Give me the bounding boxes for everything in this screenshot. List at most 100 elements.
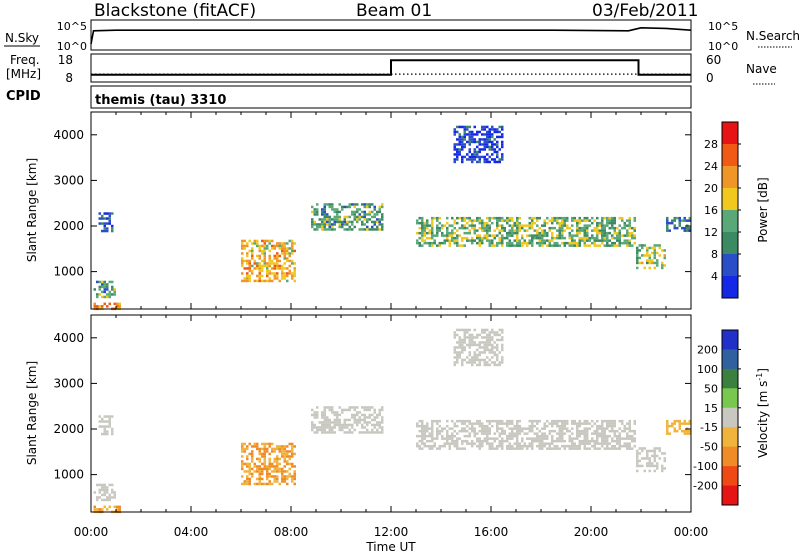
data-cell — [348, 203, 351, 206]
data-cell — [493, 158, 496, 161]
data-cell — [618, 437, 621, 440]
data-cell — [323, 418, 326, 422]
data-cell — [248, 477, 251, 481]
data-cell — [278, 450, 281, 453]
data-cell — [491, 424, 494, 428]
data-cell — [288, 264, 291, 268]
data-cell — [446, 231, 449, 235]
data-cell — [276, 274, 279, 278]
data-cell — [463, 125, 466, 129]
data-cell — [268, 264, 271, 268]
data-cell — [596, 419, 599, 423]
data-cell — [613, 424, 616, 428]
data-cell — [518, 429, 521, 433]
data-cell — [516, 219, 519, 222]
data-cell — [341, 225, 344, 229]
data-cell — [488, 234, 491, 237]
data-cell — [586, 442, 589, 445]
cpid-value: themis (tau) 3310 — [95, 93, 226, 108]
data-cell — [251, 445, 254, 448]
data-cell — [276, 267, 279, 270]
data-cell — [293, 475, 296, 478]
data-cell — [453, 219, 456, 222]
data-cell — [266, 472, 269, 476]
data-cell — [611, 419, 614, 423]
data-cell — [606, 224, 609, 227]
data-cell — [571, 241, 574, 245]
data-cell — [471, 338, 474, 342]
data-cell — [453, 348, 456, 352]
data-cell — [601, 444, 604, 448]
data-cell — [293, 262, 296, 265]
data-cell — [378, 223, 381, 226]
data-cell — [276, 467, 279, 471]
data-cell — [461, 138, 464, 141]
data-cell — [356, 423, 359, 427]
data-cell — [318, 421, 321, 424]
data-cell — [281, 472, 284, 476]
data-cell — [568, 444, 571, 448]
data-cell — [431, 234, 434, 237]
data-cell — [558, 216, 561, 220]
data-cell — [268, 475, 271, 478]
data-cell — [478, 429, 481, 433]
data-cell — [563, 224, 566, 227]
data-cell — [543, 221, 546, 225]
data-cell — [426, 241, 429, 245]
power-ylabel: Slant Range [km] — [25, 158, 39, 262]
data-cell — [261, 239, 264, 243]
data-cell — [508, 447, 511, 450]
data-cell — [598, 447, 601, 450]
data-cell — [678, 419, 681, 423]
data-cell — [528, 224, 531, 227]
data-cell — [463, 429, 466, 433]
data-cell — [361, 220, 364, 224]
data-cell — [373, 416, 376, 419]
data-cell — [248, 267, 251, 270]
data-cell — [451, 236, 454, 240]
data-cell — [586, 427, 589, 430]
data-cell — [606, 444, 609, 448]
data-cell — [346, 408, 349, 412]
data-cell — [278, 242, 281, 245]
data-cell — [111, 496, 114, 499]
data-cell — [276, 254, 279, 258]
data-cell — [666, 422, 669, 425]
data-cell — [101, 222, 104, 225]
data-cell — [343, 223, 346, 226]
data-cell — [348, 215, 351, 219]
data-cell — [423, 429, 426, 433]
data-cell — [573, 437, 576, 440]
data-cell — [453, 130, 456, 134]
data-cell — [373, 423, 376, 427]
data-cell — [616, 442, 619, 445]
data-cell — [453, 356, 456, 359]
data-cell — [428, 432, 431, 435]
data-cell — [653, 249, 656, 252]
data-cell — [646, 246, 649, 250]
data-cell — [628, 422, 631, 425]
data-cell — [471, 442, 474, 445]
data-cell — [478, 343, 481, 347]
data-cell — [263, 279, 266, 283]
data-cell — [111, 488, 114, 492]
data-cell — [273, 477, 276, 481]
data-cell — [641, 447, 644, 450]
data-cell — [103, 498, 106, 502]
data-cell — [628, 429, 631, 433]
data-cell — [618, 236, 621, 240]
data-cell — [466, 434, 469, 438]
data-cell — [428, 244, 431, 247]
data-cell — [526, 427, 529, 430]
data-cell — [368, 406, 371, 409]
velocity-cbar-label-sup: -1 — [755, 373, 764, 381]
data-cell — [626, 231, 629, 235]
data-cell — [488, 138, 491, 141]
data-cell — [421, 439, 424, 443]
data-cell — [468, 422, 471, 425]
data-cell — [631, 226, 634, 230]
data-cell — [443, 224, 446, 227]
data-cell — [481, 331, 484, 334]
data-cell — [113, 302, 116, 306]
colorbar-tick-label: 200 — [697, 343, 718, 356]
